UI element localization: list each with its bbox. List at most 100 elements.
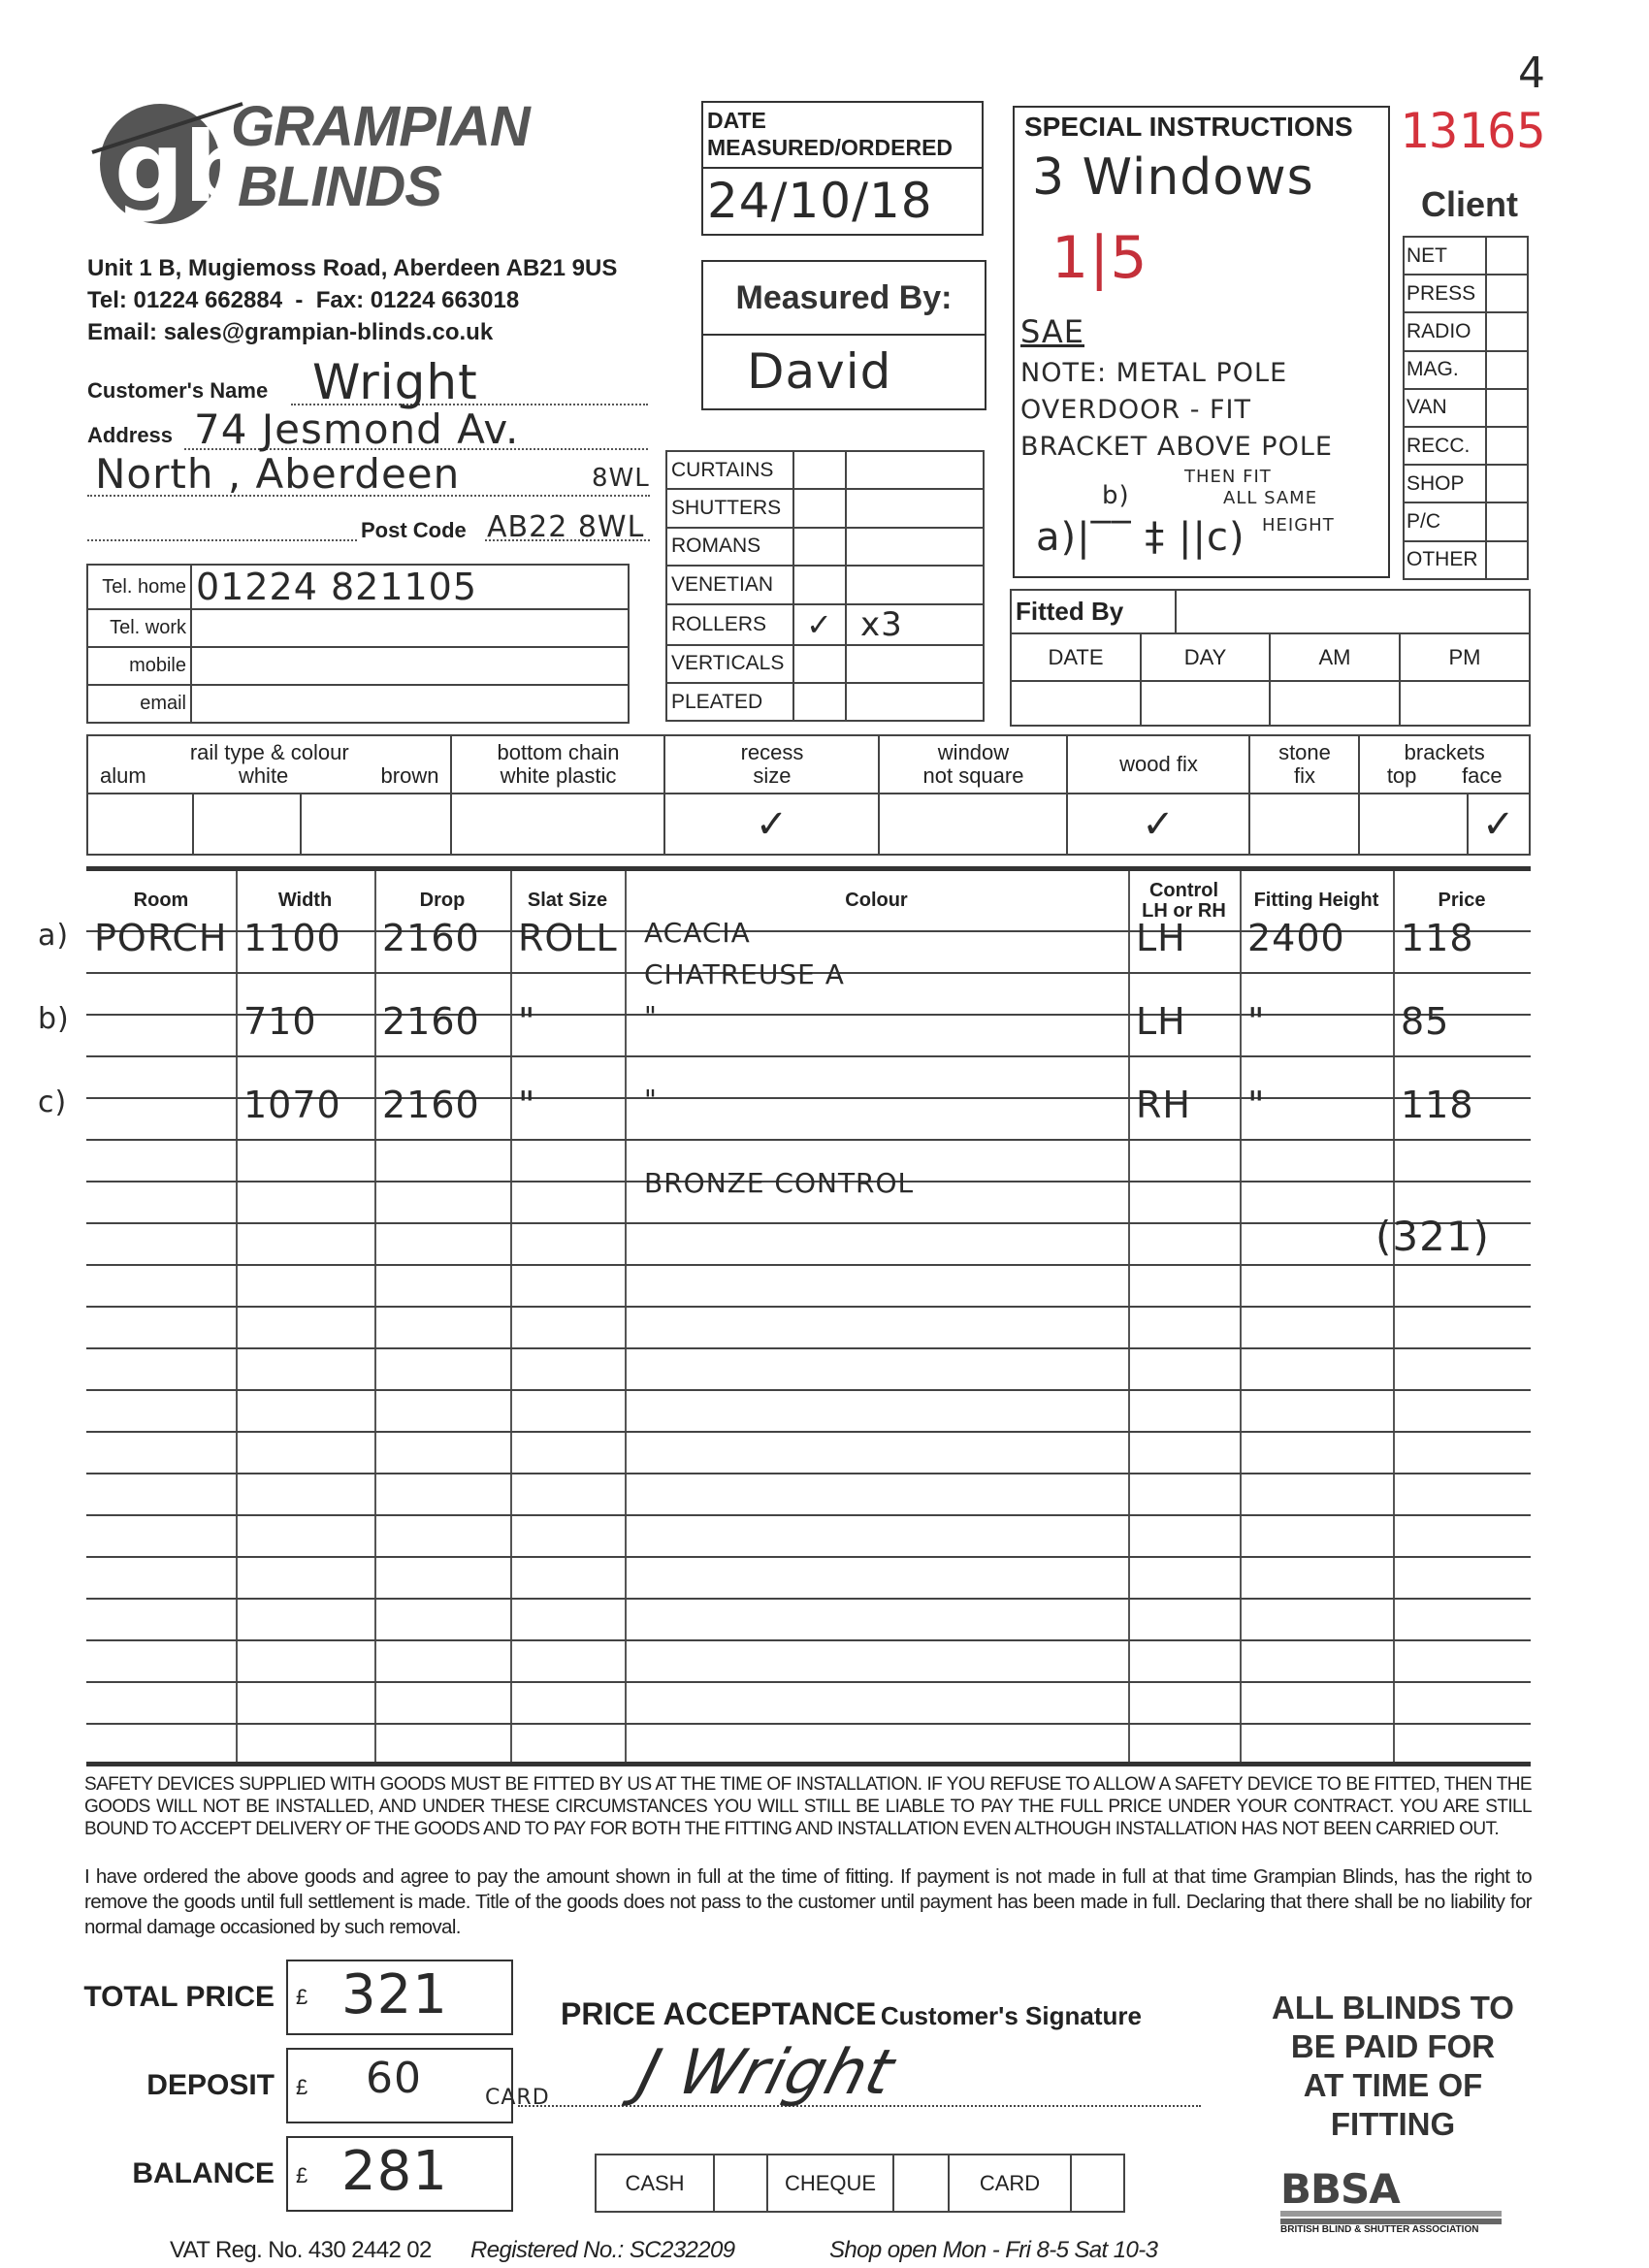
table-row[interactable] (86, 1473, 1531, 1514)
fitted-am-field[interactable] (1269, 680, 1401, 727)
column-header: Width (277, 890, 333, 911)
product-type-check[interactable] (792, 565, 847, 605)
product-type-check[interactable] (792, 449, 847, 491)
product-type-qty[interactable] (845, 526, 985, 567)
table-row[interactable] (86, 1264, 1531, 1306)
wood-fix-check[interactable]: ✓ (1066, 793, 1251, 856)
customer-name-field[interactable] (291, 404, 648, 405)
measured-by-field[interactable]: David (703, 334, 985, 408)
row-marker: b) (38, 1002, 70, 1036)
table-cell: 710 (243, 1000, 317, 1043)
date-field[interactable]: 24/10/18 (703, 167, 982, 237)
card-label: CARD (948, 2154, 1072, 2213)
phone-mobile-field[interactable] (190, 646, 630, 686)
recess-check[interactable]: ✓ (663, 793, 881, 856)
table-row[interactable]: BRONZE CONTROL (86, 1167, 1531, 1222)
product-type-label: CURTAINS (665, 449, 794, 491)
product-type-row: VERTICALS (665, 643, 985, 684)
phone-work-field[interactable] (190, 608, 630, 648)
row-line (86, 1556, 1531, 1558)
product-type-qty[interactable] (845, 449, 985, 491)
brackets-top-field[interactable] (1358, 793, 1470, 856)
client-source-checkbox[interactable] (1485, 349, 1529, 390)
product-type-row: ROLLERS ✓ x3 (665, 602, 985, 646)
table-row[interactable] (86, 1514, 1531, 1556)
white-field[interactable] (192, 793, 302, 856)
table-row[interactable] (86, 1681, 1531, 1723)
table-row[interactable] (86, 1639, 1531, 1681)
card-checkbox[interactable] (1070, 2154, 1125, 2213)
address-field-line2[interactable] (87, 495, 650, 497)
instruction-note: ALL SAME (1223, 488, 1318, 508)
table-cell: 1100 (243, 917, 341, 959)
table-row[interactable] (86, 1222, 1531, 1264)
address-note: 8WL (592, 464, 650, 493)
product-type-check[interactable] (792, 526, 847, 567)
brackets-face-check[interactable]: ✓ (1467, 793, 1531, 856)
total-price-field[interactable]: £321 (286, 1960, 513, 2035)
email-field[interactable] (190, 684, 630, 724)
stone-fix-field[interactable] (1248, 793, 1361, 856)
cheque-checkbox[interactable] (892, 2154, 950, 2213)
table-row[interactable] (86, 1389, 1531, 1431)
table-cell: ROLL (518, 917, 618, 959)
bottom-chain-field[interactable] (450, 793, 666, 856)
client-source-checkbox[interactable] (1485, 464, 1529, 504)
balance-field[interactable]: £281 (286, 2136, 513, 2212)
table-cell: CHATREUSE A (644, 958, 845, 990)
product-type-label: VERTICALS (665, 643, 794, 684)
product-type-qty[interactable] (845, 488, 985, 529)
cash-checkbox[interactable] (713, 2154, 768, 2213)
phone-home-field[interactable]: 01224 821105 (190, 564, 630, 610)
fitted-date-field[interactable] (1010, 680, 1142, 727)
client-source-checkbox[interactable] (1485, 387, 1529, 428)
company-phone: Tel: 01224 662884 - Fax: 01224 663018 (87, 287, 520, 313)
address-field-line1[interactable] (184, 448, 648, 450)
table-row[interactable] (86, 1556, 1531, 1598)
product-type-table: CURTAINS SHUTTERS ROMANS VENETIAN ROLLERS ✓ x3… (665, 449, 985, 723)
client-source-checkbox[interactable] (1485, 311, 1529, 352)
fitting-schedule: DATE DAY AM PM (1010, 632, 1531, 727)
client-source-checkbox[interactable] (1485, 235, 1529, 276)
alum-field[interactable] (86, 793, 194, 856)
signature-line[interactable] (518, 2105, 1201, 2107)
table-row[interactable]: a) PORCH 1100 2160 ROLL ACACIA LH 2400 118 (38, 917, 1531, 972)
table-row[interactable]: b) 710 2160 " " LH " 85 (38, 1000, 1531, 1055)
client-source-checkbox[interactable] (1485, 425, 1529, 467)
product-type-qty[interactable]: x3 (845, 602, 985, 646)
fitted-day-field[interactable] (1140, 680, 1271, 727)
product-type-check[interactable]: ✓ (792, 602, 847, 646)
date-value: 24/10/18 (707, 173, 933, 229)
table-row[interactable] (86, 1347, 1531, 1389)
product-type-qty[interactable] (845, 565, 985, 605)
client-source-checkbox[interactable] (1485, 274, 1529, 314)
total-note: (321) (1375, 1213, 1490, 1260)
fitted-by-field[interactable] (1175, 589, 1531, 634)
table-row[interactable] (86, 1598, 1531, 1639)
product-type-check[interactable] (792, 681, 847, 723)
row-line (86, 930, 1531, 932)
table-row[interactable]: c) 1070 2160 " " RH " 118 (38, 1084, 1531, 1139)
notice-line: ALL BLINDS TO (1272, 1990, 1514, 2025)
brown-field[interactable] (299, 793, 453, 856)
table-row[interactable] (86, 1431, 1531, 1473)
product-type-check[interactable] (792, 643, 847, 684)
product-type-check[interactable] (792, 488, 847, 529)
table-row[interactable]: CHATREUSE A (86, 958, 1531, 1014)
bbsa-tagline: BRITISH BLIND & SHUTTER ASSOCIATION (1280, 2224, 1479, 2235)
product-type-qty[interactable] (845, 681, 985, 723)
postcode-field[interactable] (485, 539, 650, 541)
product-type-qty[interactable] (845, 643, 985, 684)
phone-home-value: 01224 821105 (196, 566, 478, 608)
fitted-pm-field[interactable] (1399, 680, 1531, 727)
date-label-line2: MEASURED/ORDERED (707, 135, 954, 160)
window-field[interactable] (878, 793, 1069, 856)
currency-symbol: £ (296, 2163, 308, 2187)
window-header: window not square (878, 734, 1069, 794)
deposit-field[interactable]: £60 (286, 2048, 513, 2123)
client-source-checkbox[interactable] (1485, 502, 1529, 542)
client-source-checkbox[interactable] (1485, 539, 1529, 580)
table-row[interactable] (86, 1306, 1531, 1347)
product-type-label: VENETIAN (665, 565, 794, 605)
notice-line: FITTING (1330, 2106, 1456, 2142)
